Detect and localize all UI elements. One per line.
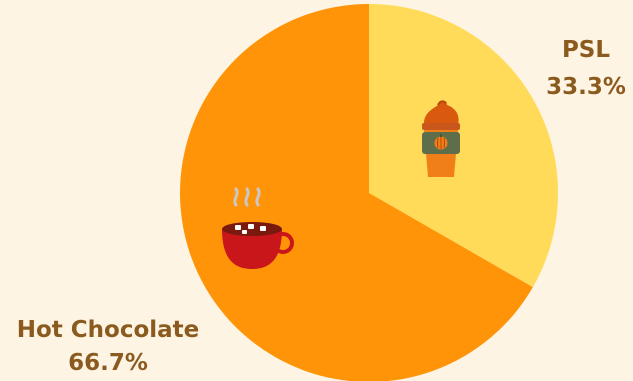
pie-slice-psl <box>369 4 558 288</box>
hot-chocolate-mug-icon <box>222 187 294 269</box>
slice-label-hot-chocolate: Hot Chocolate <box>17 317 200 343</box>
slice-percent-psl: 33.3% <box>546 74 626 100</box>
slice-percent-hot-chocolate: 66.7% <box>68 350 148 376</box>
pumpkin-spice-latte-icon <box>422 100 460 177</box>
pie-slice-hot-chocolate <box>180 4 533 381</box>
slice-label-psl: PSL <box>562 37 610 63</box>
